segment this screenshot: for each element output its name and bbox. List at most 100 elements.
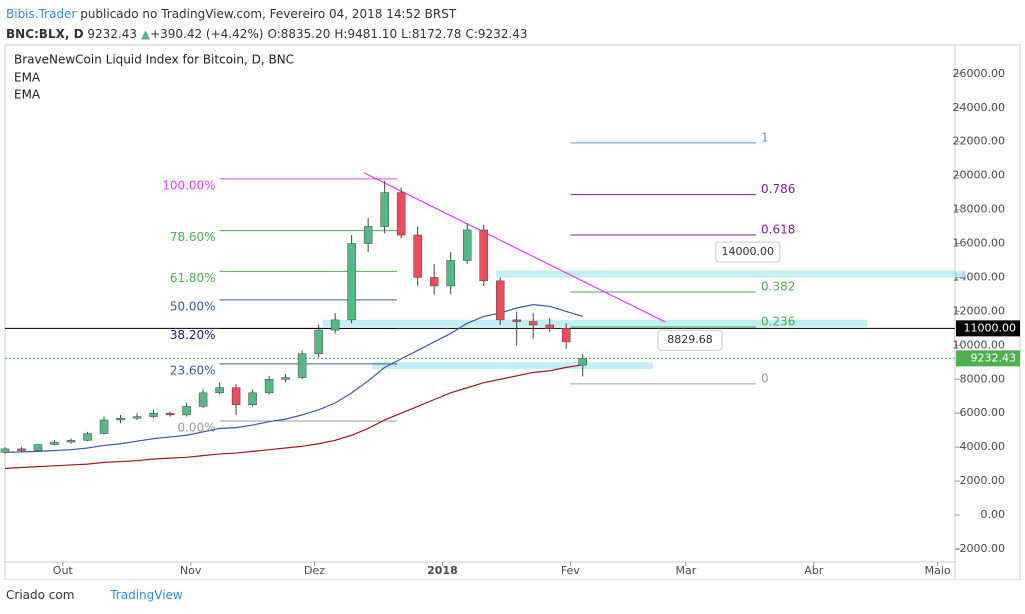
fib-label: 100.00% [162, 178, 215, 192]
legend-entry: EMA [14, 71, 41, 85]
ohlc-value: 8835.20 [280, 27, 331, 41]
ohlc-value: 9232.43 [477, 27, 528, 41]
candle-body [363, 226, 373, 244]
price-label-box [956, 320, 1020, 337]
candle-body [281, 377, 290, 380]
up-arrow: ▲ [140, 27, 151, 41]
y-tick-label: 4000.00 [960, 440, 1006, 453]
candle-body [561, 328, 571, 343]
fib-ext-label: 0.786 [761, 182, 795, 196]
fib-ext-label: 1 [761, 130, 769, 144]
last: 9232.43 [87, 27, 137, 41]
candle-body [413, 234, 422, 278]
candle-body [33, 444, 43, 451]
fib-label: 50.00% [170, 299, 216, 313]
price-label: 11000.00 [964, 321, 1017, 334]
legend-entry: EMA [14, 88, 41, 102]
ohlc-key: O: [267, 27, 281, 41]
y-tick-label: 22000.00 [953, 135, 1006, 148]
made-with: Criado com [6, 588, 75, 602]
fib-label: 0.00% [177, 421, 215, 435]
candle-body [83, 433, 92, 441]
candle-body [462, 229, 472, 261]
author[interactable]: Bibis.Trader [6, 7, 77, 21]
candle-body [396, 192, 406, 236]
chart-title: BraveNewCoin Liquid Index for Bitcoin, D… [14, 53, 294, 67]
published: publicado no TradingView.com, Fevereiro … [80, 7, 457, 21]
candle-body [66, 440, 76, 443]
y-tick-label: 2000.00 [960, 474, 1006, 487]
candle-body [347, 243, 356, 321]
x-tick-label: 2018 [427, 564, 458, 577]
symbol: BNC:BLX, D [6, 27, 84, 41]
y-tick-label: 18000.00 [953, 203, 1006, 216]
candle-body [132, 416, 142, 419]
fib-label: 38.20% [170, 328, 216, 342]
ohlc-key: H: [334, 27, 348, 41]
header: Bibis.Trader publicado no TradingView.co… [6, 4, 527, 44]
fib-ext-label: 0.618 [761, 223, 795, 237]
y-tick-label: -2000.00 [956, 542, 1005, 555]
callout-box [715, 241, 781, 263]
zone [322, 319, 868, 327]
fib-label: 23.60% [170, 363, 216, 377]
candle-body [330, 319, 340, 331]
symbol-line: BNC:BLX, D 9232.43 ▲+390.42 (+4.42%) O:88… [6, 24, 527, 44]
y-tick-label: 0.00 [981, 508, 1006, 521]
candle-body [248, 392, 257, 405]
frame [4, 44, 1021, 580]
fib-ext-label: 0 [761, 371, 769, 385]
author-line: Bibis.Trader publicado no TradingView.co… [6, 4, 527, 24]
x-tick-label: Maio [925, 564, 951, 577]
trendline [363, 172, 666, 323]
callout: 14000.00 [715, 241, 781, 263]
x-tick-label: Mar [676, 564, 697, 577]
candle-body [429, 277, 439, 287]
candle-body [479, 229, 488, 282]
x-tick-label: Dez [304, 564, 325, 577]
footer: Criado com TradingView [6, 588, 183, 602]
change: +390.42 (+4.42%) [150, 27, 264, 41]
y-tick-label: 10000.00 [953, 338, 1006, 351]
candle-body [99, 419, 109, 434]
zone [372, 362, 653, 370]
ema-line [4, 303, 583, 453]
candle-body [116, 418, 125, 421]
candle-body [512, 319, 521, 322]
candle-body [215, 387, 224, 394]
fib-ext-label: 0.382 [761, 280, 795, 294]
candle-body [578, 358, 587, 366]
x-tick-label: Nov [180, 564, 202, 577]
ohlc-value: 9481.10 [347, 27, 398, 41]
candle-body [380, 192, 389, 227]
x-tick-label: Fev [561, 564, 580, 577]
ohlc-value: 8172.78 [411, 27, 462, 41]
candle-body [264, 379, 274, 394]
callout: 8829.68 [657, 329, 723, 351]
candle-body [446, 260, 455, 287]
y-tick-label: 24000.00 [953, 101, 1006, 114]
y-tick-label: 8000.00 [960, 372, 1006, 385]
callout-label: 8829.68 [667, 333, 713, 346]
price-label-box [956, 350, 1020, 367]
chart: BraveNewCoin Liquid Index for Bitcoin, D… [0, 44, 1021, 580]
candle-body [528, 321, 538, 326]
fib-ext-label: 0.236 [761, 315, 795, 329]
fib-label: 78.60% [170, 230, 216, 244]
candle-body [0, 448, 10, 453]
candle-body [545, 324, 554, 329]
ohlc-key: C: [465, 27, 478, 41]
callout-box [657, 329, 723, 351]
candle-body [50, 441, 59, 445]
x-tick-label: Out [53, 564, 74, 577]
candle-body [231, 387, 241, 405]
candle-body [165, 412, 175, 416]
candle-body [314, 329, 323, 355]
candle-body [495, 280, 505, 321]
candle-body [149, 412, 158, 417]
x-tick-label: Abr [804, 564, 824, 577]
y-tick-label: 6000.00 [960, 406, 1006, 419]
y-tick-label: 16000.00 [953, 237, 1006, 250]
brand[interactable]: TradingView [110, 588, 183, 602]
